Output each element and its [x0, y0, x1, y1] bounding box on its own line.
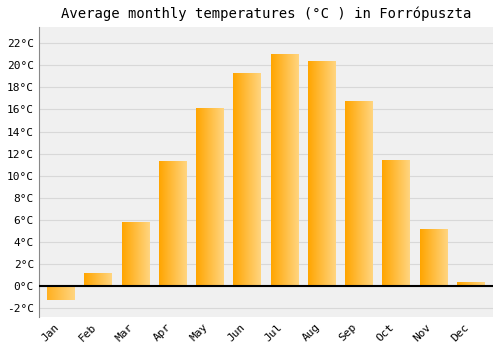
Title: Average monthly temperatures (°C ) in Forrópuszta: Average monthly temperatures (°C ) in Fo…: [60, 7, 471, 21]
